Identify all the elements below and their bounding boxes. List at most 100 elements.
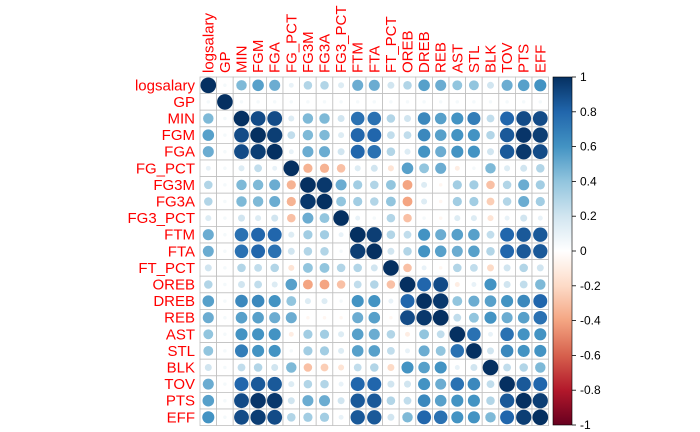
- correlation-circle-MIN-TOV: [500, 111, 515, 126]
- correlation-circle-logsalary-REB: [435, 79, 447, 91]
- correlation-circle-DREB-FG3_PCT: [339, 299, 343, 303]
- correlation-circle-FG3A-FT_PCT: [385, 196, 396, 207]
- correlation-circle-MIN-DREB: [417, 112, 431, 125]
- correlation-circle-GP-FGM: [256, 100, 260, 104]
- correlation-circle-FG3A-REB: [438, 199, 443, 204]
- correlation-circle-AST-FTM: [351, 328, 364, 341]
- correlation-circle-FT_PCT-FTM: [353, 263, 362, 273]
- correlation-circle-REB-PTS: [517, 311, 530, 324]
- correlation-circle-logsalary-FGM: [252, 79, 264, 92]
- colorbar-tick-label: -0.8: [580, 383, 601, 397]
- row-label-DREB: DREB: [153, 293, 195, 310]
- correlation-circle-logsalary-FG3M: [303, 81, 313, 90]
- variable-labels: logsalaryGPMINFGMFGAFG_PCTFG3MFG3AFG3_PC…: [127, 5, 549, 426]
- correlation-circle-FG3_PCT-DREB: [422, 216, 426, 220]
- correlation-circle-BLK-FGA: [271, 364, 279, 371]
- correlation-circle-FGA-MIN: [234, 144, 249, 160]
- correlation-circle-FG_PCT-FG3M: [303, 163, 313, 173]
- correlation-circle-AST-FGA: [268, 328, 281, 341]
- correlation-circle-STL-PTS: [517, 344, 530, 357]
- correlation-circle-FG3A-logsalary: [204, 197, 213, 206]
- correlation-circle-FGA-FG3M: [302, 146, 314, 158]
- correlation-circle-FG3_PCT-AST: [454, 215, 461, 222]
- correlation-circle-EFF-EFF: [532, 409, 549, 426]
- correlation-circle-EFF-FT_PCT: [387, 413, 395, 421]
- correlation-circle-FTA-EFF: [533, 244, 548, 259]
- correlation-circle-FG3M-FG3M: [300, 177, 316, 193]
- correlation-circle-STL-BLK: [487, 347, 494, 355]
- correlation-circle-REB-EFF: [533, 310, 548, 325]
- correlation-circle-REB-FG3A: [322, 315, 327, 320]
- correlation-circle-AST-STL: [467, 327, 481, 342]
- correlation-circle-EFF-STL: [467, 411, 480, 424]
- correlation-circle-GP-logsalary: [206, 100, 211, 104]
- correlation-circle-REB-FGM: [252, 311, 264, 324]
- correlation-circle-FG3A-FG3A: [316, 193, 333, 210]
- correlation-circle-STL-FG3M: [303, 346, 313, 356]
- correlation-circle-FGM-FG3A: [319, 129, 330, 141]
- correlation-circle-FT_PCT-BLK: [487, 264, 494, 272]
- correlation-circle-FTM-FG_PCT: [288, 231, 295, 238]
- correlation-circle-BLK-PTS: [519, 363, 528, 372]
- correlation-circle-PTS-OREB: [403, 396, 412, 405]
- correlation-circle-FTA-BLK: [486, 247, 495, 256]
- correlation-circle-AST-BLK: [488, 331, 493, 337]
- correlation-circle-FT_PCT-FG_PCT: [288, 264, 295, 271]
- correlation-circle-AST-REB: [436, 330, 445, 339]
- correlation-circle-TOV-FT_PCT: [387, 380, 395, 388]
- correlation-circle-MIN-EFF: [532, 111, 548, 126]
- correlation-circle-FG3_PCT-FT_PCT: [386, 213, 396, 223]
- correlation-circle-FTM-DREB: [418, 228, 431, 241]
- correlation-circle-FTM-GP: [223, 232, 227, 237]
- correlation-circle-OREB-FTM: [353, 280, 362, 289]
- correlation-circle-DREB-MIN: [235, 294, 248, 308]
- correlation-circle-DREB-FG3A: [321, 298, 328, 305]
- correlation-circle-FG_PCT-AST: [454, 165, 460, 171]
- correlation-circle-PTS-FGA: [267, 393, 283, 409]
- correlation-circle-FG3_PCT-FTA: [372, 216, 377, 220]
- correlation-circle-AST-FG3A: [319, 329, 330, 339]
- correlation-circle-STL-FTM: [351, 345, 364, 357]
- correlation-circle-AST-OREB: [405, 331, 410, 337]
- correlation-circle-FGM-FTA: [367, 128, 382, 143]
- correlation-circle-BLK-STL: [470, 364, 478, 371]
- correlation-circle-FG3A-MIN: [236, 196, 247, 207]
- correlation-circle-FGA-FTM: [350, 144, 365, 159]
- column-label-DREB: DREB: [416, 31, 433, 73]
- correlation-circle-BLK-FG3_PCT: [338, 364, 345, 371]
- correlation-circle-FG3A-FG_PCT: [286, 196, 296, 207]
- correlation-circle-BLK-OREB: [401, 361, 414, 374]
- column-label-OREB: OREB: [400, 30, 417, 73]
- correlation-circle-PTS-FG3M: [302, 395, 314, 407]
- correlation-circle-OREB-PTS: [519, 280, 528, 289]
- correlation-circle-AST-logsalary: [203, 329, 214, 340]
- correlation-circle-FTM-FG3M: [303, 230, 313, 240]
- correlation-circle-TOV-MIN: [234, 377, 249, 392]
- correlation-circle-logsalary-BLK: [487, 81, 494, 89]
- correlation-circle-AST-PTS: [517, 328, 530, 341]
- correlation-circle-GP-FTA: [372, 100, 377, 104]
- correlation-circle-DREB-FGA: [268, 295, 281, 308]
- correlation-circle-GP-FG3_PCT: [339, 100, 343, 104]
- correlation-circle-PTS-REB: [434, 394, 447, 407]
- row-label-FGM: FGM: [162, 127, 195, 144]
- correlation-circle-logsalary-TOV: [501, 79, 513, 91]
- correlation-circle-GP-STL: [472, 100, 476, 104]
- correlation-circle-TOV-DREB: [418, 378, 431, 391]
- row-label-FG_PCT: FG_PCT: [136, 160, 195, 177]
- correlation-circle-TOV-TOV: [499, 376, 515, 392]
- correlation-circle-FTA-FG_PCT: [287, 247, 295, 255]
- correlation-circle-FT_PCT-MIN: [237, 263, 246, 273]
- correlation-circle-OREB-AST: [454, 282, 460, 287]
- correlation-circle-BLK-REB: [434, 361, 447, 374]
- correlation-circle-EFF-BLK: [485, 412, 496, 423]
- correlation-circle-PTS-PTS: [515, 392, 532, 409]
- correlation-circle-OREB-FTA: [370, 280, 379, 289]
- correlation-circle-FTA-FTM: [350, 243, 366, 259]
- correlation-circle-FG3_PCT-MIN: [238, 214, 245, 222]
- correlation-circle-FG3A-FTA: [370, 197, 379, 206]
- colorbar-tick-label: 1: [580, 70, 587, 84]
- correlation-circle-FG3_PCT-TOV: [504, 215, 510, 221]
- correlation-circle-BLK-EFF: [535, 362, 546, 373]
- correlation-circle-FGA-TOV: [499, 144, 515, 159]
